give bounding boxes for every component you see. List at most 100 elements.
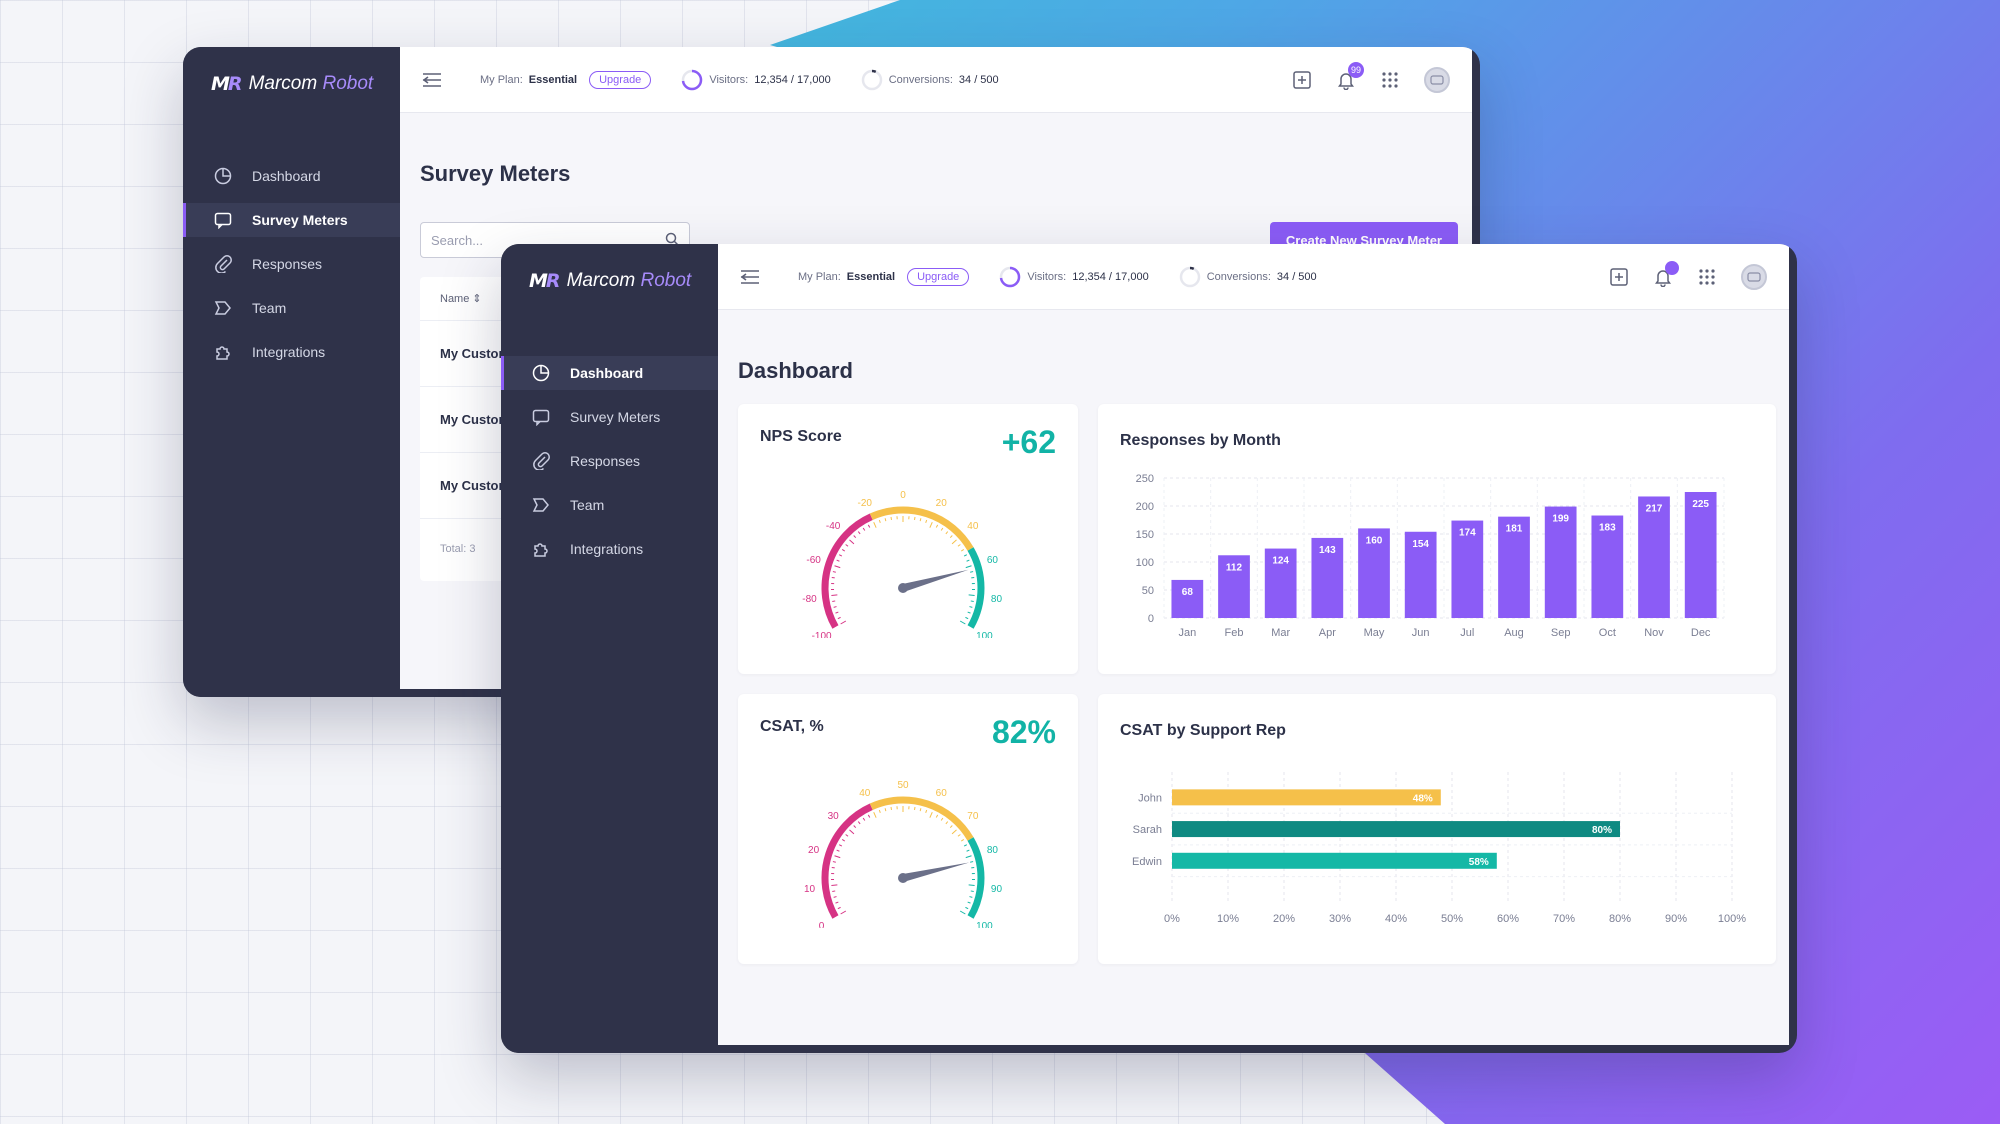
avatar[interactable]	[1741, 264, 1767, 290]
y-tick-label: 200	[1136, 501, 1154, 513]
sidebar-item-responses[interactable]: Responses	[501, 444, 718, 478]
nps-tick-label: 0	[900, 490, 906, 501]
csat-tick-mark	[967, 901, 971, 904]
upgrade-button[interactable]: Upgrade	[589, 70, 652, 89]
nps-tick-label: 40	[967, 521, 979, 532]
sidebar-item-label: Responses	[252, 256, 323, 272]
sidebar-item-dashboard[interactable]: Dashboard	[183, 159, 400, 193]
bell-icon[interactable]: 99	[1336, 62, 1364, 90]
nps-tick-mark	[965, 616, 969, 620]
sidebar-item-dashboard[interactable]: Dashboard	[501, 356, 718, 390]
pie-chart-icon	[214, 167, 232, 185]
nps-tick-mark	[967, 611, 971, 614]
y-tick-label: 250	[1136, 473, 1154, 485]
bar	[1172, 821, 1620, 838]
bar	[1264, 548, 1297, 618]
sidebar-item-integrations[interactable]: Integrations	[501, 532, 718, 566]
csat-tick-mark	[945, 821, 949, 825]
sidebar-item-team[interactable]: Team	[501, 488, 718, 522]
nps-tick-label: -40	[826, 521, 841, 532]
csat-tick-mark	[836, 849, 840, 852]
csat-tick-label: 70	[967, 811, 979, 822]
search-icon[interactable]	[665, 232, 679, 249]
add-icon[interactable]	[1292, 70, 1312, 90]
logo[interactable]: MR Marcom Robot	[211, 73, 373, 95]
x-tick-label: Feb	[1225, 627, 1244, 639]
bar-value-label: 80%	[1592, 825, 1612, 836]
nps-tick-mark	[831, 594, 838, 597]
csat-tick-label: 40	[859, 788, 871, 799]
logo[interactable]: MR Marcom Robot	[529, 270, 691, 292]
x-tick-label: Oct	[1599, 627, 1616, 639]
visitors-label: Visitors:	[709, 73, 749, 86]
sidebar-item-responses[interactable]: Responses	[183, 247, 400, 281]
x-tick-label: Dec	[1691, 627, 1711, 639]
bar	[1311, 537, 1344, 618]
sidebar-item-integrations[interactable]: Integrations	[183, 335, 400, 369]
nps-tick-mark	[837, 616, 841, 620]
y-tick-label: 50	[1142, 585, 1154, 597]
csat-tick-mark	[834, 855, 841, 859]
y-tick-label: 150	[1136, 529, 1154, 541]
csat-tick-mark	[890, 806, 892, 811]
responses-bar-chart: 0 50 100 150 200 250 68 Jan 112 Feb 124 Mar 143 Apr 16…	[1136, 473, 1725, 639]
apps-grid-icon[interactable]	[1380, 70, 1400, 90]
csat-tick-mark	[951, 829, 957, 835]
x-tick-label: 40%	[1385, 913, 1407, 925]
nps-tick-mark	[849, 539, 855, 545]
csat-tick-mark	[960, 838, 965, 842]
visitors-label: Visitors:	[1027, 270, 1067, 283]
csat-tick-label: 30	[828, 811, 840, 822]
topbar: My Plan: Essential Upgrade Visitors: 12,…	[718, 244, 1789, 310]
chat-bubble-icon	[214, 211, 232, 229]
nps-tick-mark	[914, 516, 916, 521]
nps-card: NPS Score +62 -100 -80 -60 -40 -20 0 20 40 60 80 1…	[738, 404, 1078, 674]
csat-tick-mark	[835, 901, 839, 904]
conversions-progress-ring	[861, 69, 882, 90]
csat-tick-mark	[949, 825, 953, 829]
csat-card: CSAT, % 82% 0 10 20 30 40 50 60 70 80 90 100	[738, 694, 1078, 964]
csat-tick-mark	[929, 812, 933, 818]
plan-label: My Plan:	[798, 270, 841, 283]
collapse-menu-icon[interactable]	[740, 269, 760, 284]
csat-needle	[902, 862, 970, 882]
avatar[interactable]	[1424, 67, 1450, 93]
nps-tick-mark	[832, 600, 836, 602]
csat-tick-mark	[873, 812, 877, 818]
bell-icon[interactable]	[1653, 261, 1679, 287]
nps-tick-mark	[963, 554, 968, 557]
csat-tick-mark	[925, 809, 928, 814]
sidebar-item-survey-meters[interactable]: Survey Meters	[183, 203, 400, 237]
team-icon	[214, 299, 232, 317]
bar	[1358, 528, 1390, 618]
collapse-menu-icon[interactable]	[422, 72, 442, 87]
csat-tick-mark	[837, 906, 841, 910]
sidebar-item-label: Survey Meters	[252, 212, 348, 228]
search-input[interactable]	[431, 232, 665, 248]
nps-arc-segment	[821, 513, 873, 629]
sidebar-item-team[interactable]: Team	[183, 291, 400, 325]
sidebar-item-survey-meters[interactable]: Survey Meters	[501, 400, 718, 434]
bar	[1172, 789, 1441, 806]
csat-tick-mark	[832, 890, 836, 892]
csat-tick-mark	[878, 809, 881, 814]
csat-rep-bar-chart: 0% 10% 20% 30% 40% 50% 60% 70% 80% 90% 100% 48% John…	[1132, 772, 1746, 925]
nps-tick-mark	[960, 548, 965, 552]
visitors-stat: Visitors: 12,354 / 17,000	[681, 69, 831, 91]
sidebar-item-label: Dashboard	[252, 168, 321, 184]
dashboard-window: MR Marcom Robot Dashboard Survey Meters …	[501, 244, 1797, 1053]
bar	[1591, 515, 1624, 618]
nps-needle	[901, 569, 969, 592]
nps-tick-label: 80	[991, 594, 1003, 605]
csat-tick-label: 80	[987, 845, 999, 856]
x-tick-label: 90%	[1665, 913, 1687, 925]
sidebar-item-label: Integrations	[252, 344, 326, 360]
csat-tick-mark	[968, 884, 975, 887]
nps-tick-mark	[969, 606, 973, 608]
apps-grid-icon[interactable]	[1697, 267, 1717, 287]
sidebar-item-label: Dashboard	[570, 365, 644, 381]
add-icon[interactable]	[1609, 267, 1629, 287]
csat-tick-mark	[845, 834, 849, 837]
nps-arc-segment	[967, 547, 985, 629]
upgrade-button[interactable]: Upgrade	[907, 267, 970, 286]
